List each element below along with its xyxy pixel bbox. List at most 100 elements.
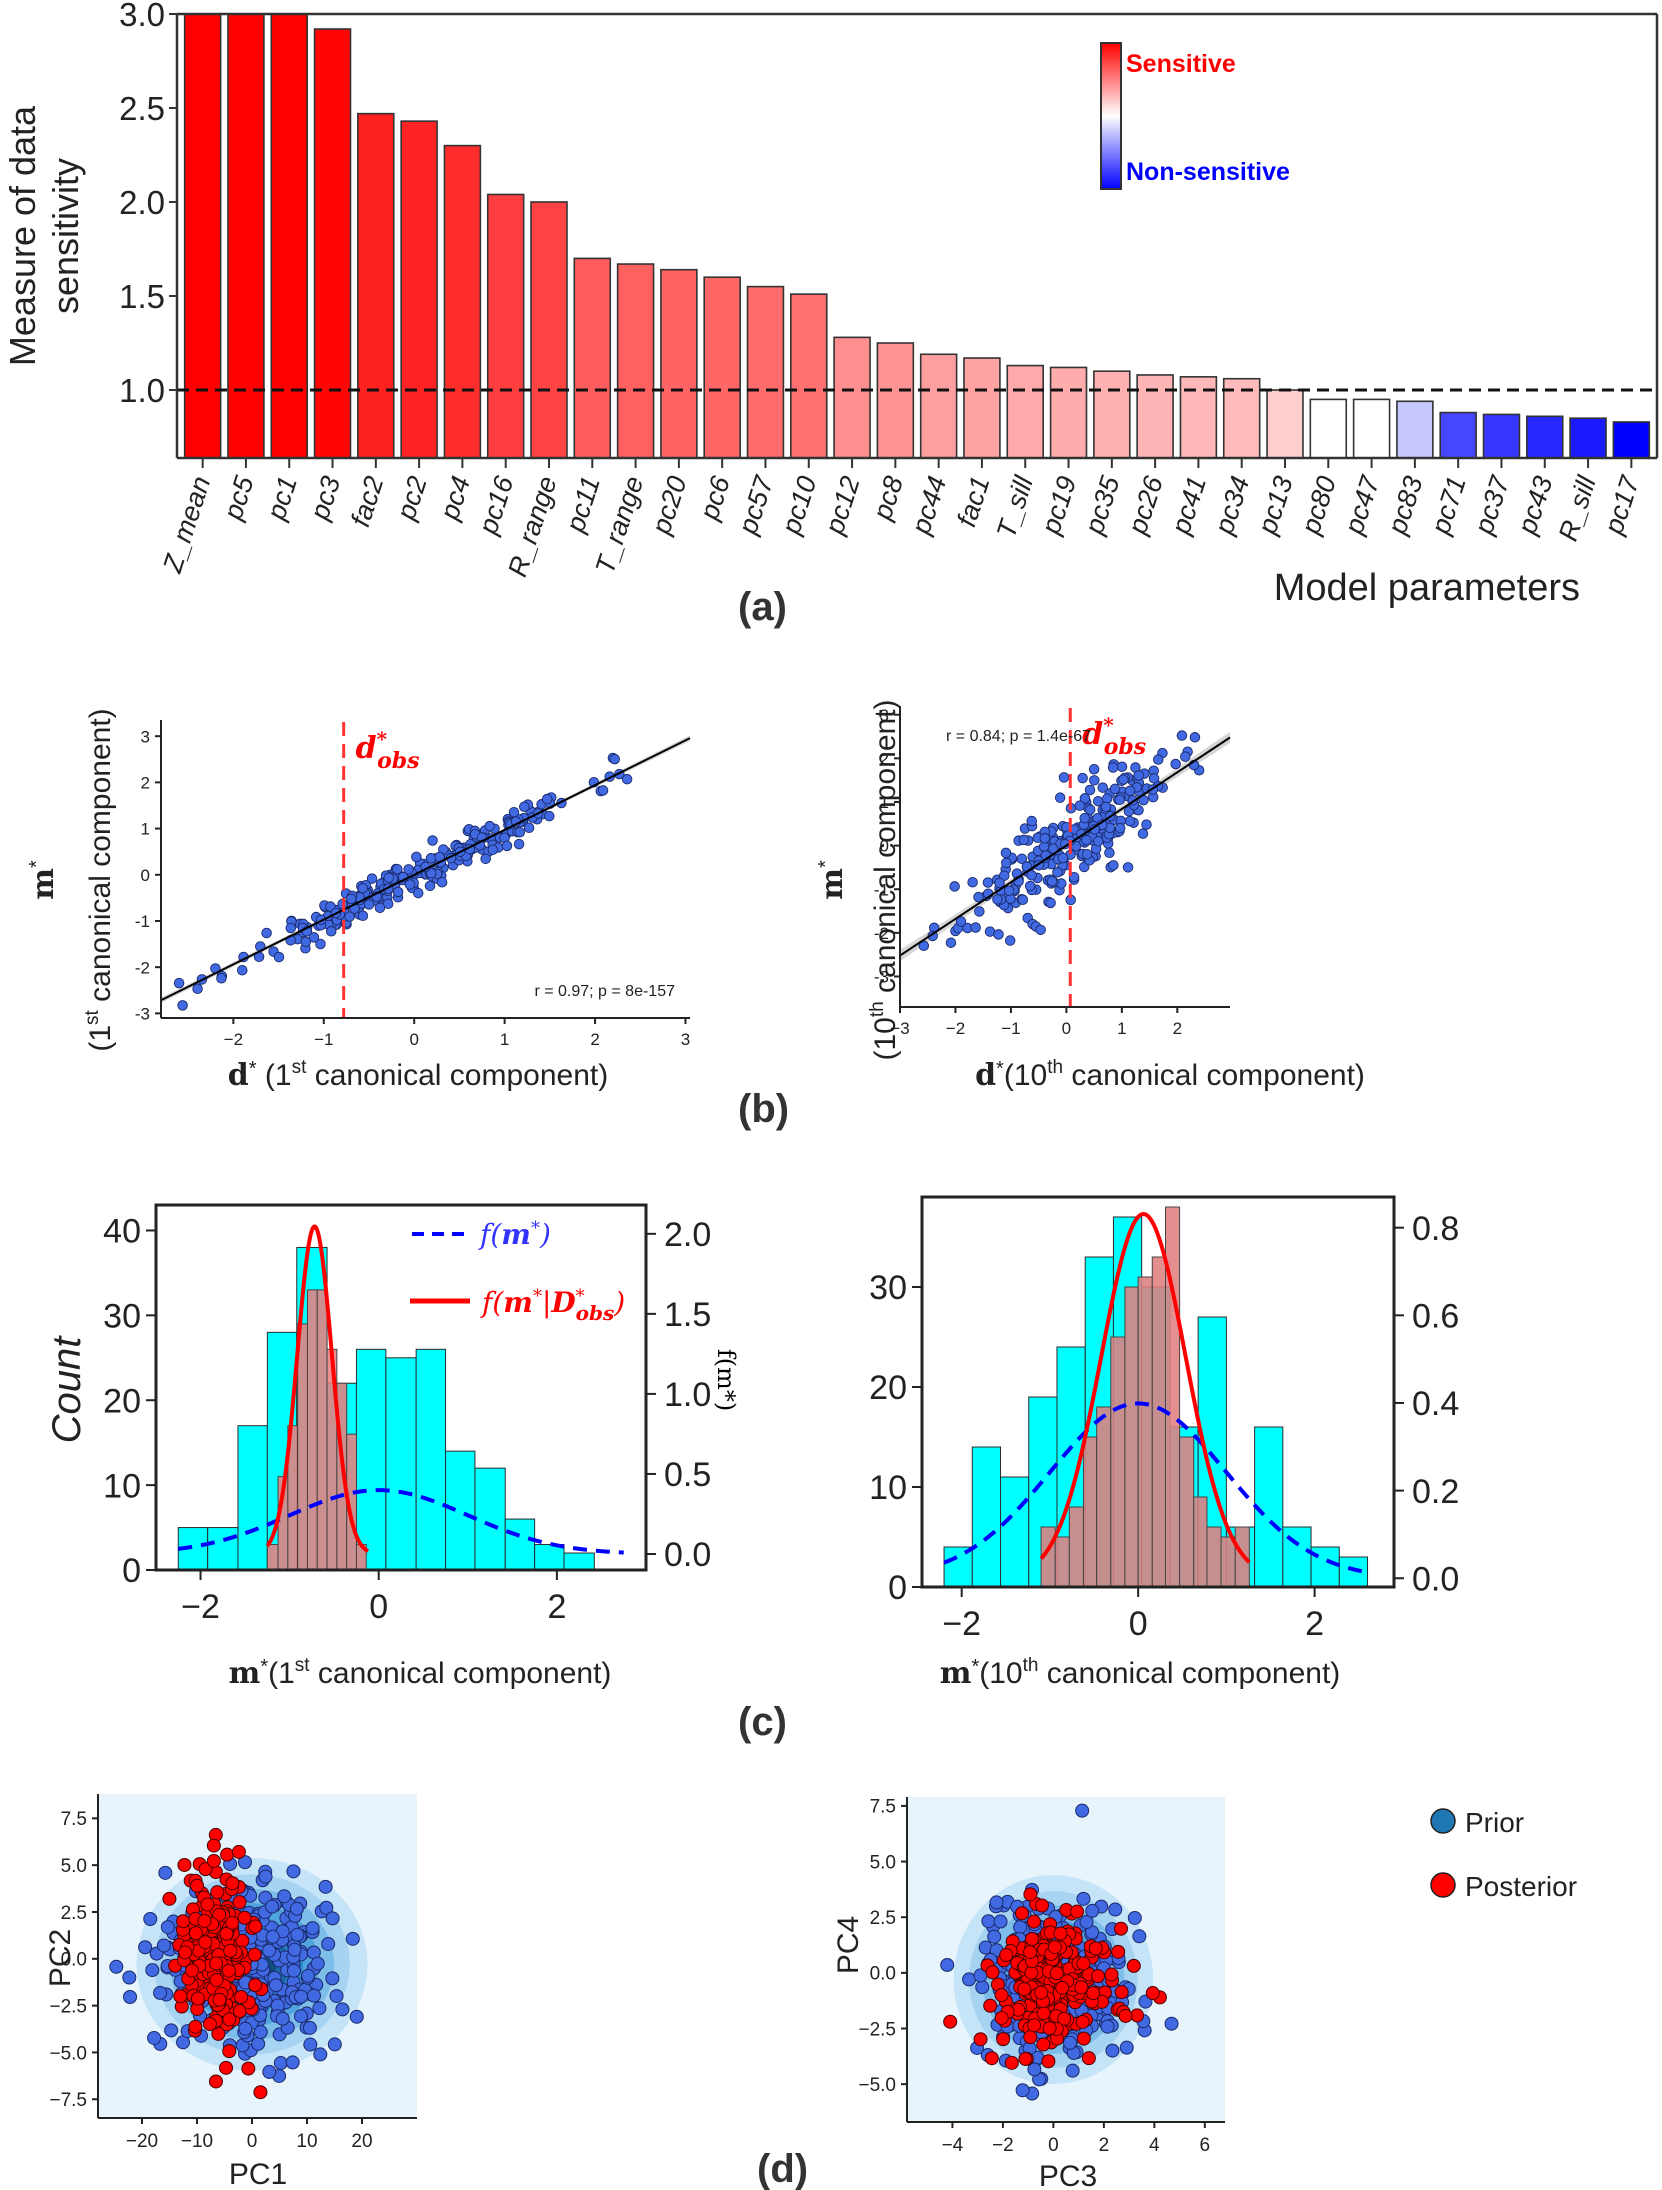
x-tick-label-pc5: pc5 — [217, 472, 260, 525]
prior-point — [1105, 2043, 1120, 2058]
data-point — [392, 886, 404, 898]
prior-point — [287, 1942, 302, 1957]
x-tick-label: 3 — [681, 1030, 690, 1049]
posterior-point — [206, 1838, 221, 1853]
data-point — [1133, 770, 1144, 781]
y2-tick-label: 0.5 — [664, 1456, 711, 1494]
data-point — [357, 882, 368, 894]
y-axis-label: Measure of data sensitivity — [2, 105, 86, 366]
posterior-point — [234, 1989, 249, 2004]
prior-pdf-curve — [943, 1401, 1368, 1575]
x-tick-label: 2 — [1099, 2135, 1110, 2156]
y-tick-label: -1 — [874, 880, 889, 899]
prior-hist-bin — [943, 1546, 973, 1588]
prior-point — [302, 2020, 317, 2035]
data-point — [1176, 730, 1188, 741]
y-tick-label: 0 — [141, 866, 150, 885]
pc1-pc2-scatter: −20 −10 0 10 20−7.5−5.0−2.50.02.55.07.5 PC1 … — [44, 1794, 417, 2190]
data-point — [945, 937, 957, 948]
bar-pc57 — [746, 285, 785, 459]
y-tick-label: 0 — [888, 1569, 907, 1607]
posterior-point — [996, 2032, 1011, 2047]
data-point — [544, 810, 555, 822]
posterior-point — [208, 2074, 223, 2089]
bar-pc20 — [660, 268, 698, 459]
posterior-point — [241, 2061, 256, 2076]
x-tick-label: 2 — [1173, 1019, 1182, 1038]
data-point — [487, 844, 499, 856]
x-tick-label-pc57: pc57 — [732, 472, 779, 539]
posterior-point — [1053, 1926, 1068, 1941]
data-point — [1045, 897, 1056, 909]
prior-point — [238, 1855, 253, 1870]
prior-point — [160, 1920, 175, 1935]
x-tick-label: 2 — [547, 1588, 566, 1626]
prior-point — [147, 2030, 162, 2045]
posterior-point — [221, 1963, 236, 1978]
x-tick-label: 2 — [1305, 1605, 1324, 1643]
posterior-hist-bin — [1096, 1406, 1112, 1588]
posterior-point — [188, 2019, 203, 2034]
posterior-point — [223, 1943, 238, 1958]
posterior-point — [178, 1945, 193, 1960]
posterior-point — [1113, 1921, 1128, 1936]
y-tick-label: 0.0 — [870, 1964, 896, 1985]
posterior-point — [1023, 1887, 1038, 1902]
data-point — [1017, 894, 1029, 905]
x-tick-label: 10 — [296, 2131, 317, 2152]
data-point — [1189, 732, 1201, 743]
data-point — [173, 977, 185, 989]
prior-point — [1079, 1914, 1094, 1929]
prior-point — [273, 2056, 288, 2071]
scatter-first-component: −2 −1 0 1 2 3 -3 -2 -1 0 1 2 3 d* obs r = 0.97; p = 8… — [26, 708, 691, 1093]
x-tick-label-pc34: pc34 — [1208, 473, 1255, 539]
posterior-point — [185, 1963, 200, 1978]
posterior-hist-bin — [1124, 1286, 1139, 1588]
data-point — [982, 877, 994, 888]
prior-point — [109, 1959, 124, 1974]
posterior-point — [1024, 1932, 1039, 1947]
data-point — [374, 902, 386, 914]
legend-prior-label: f(m*) — [478, 1218, 551, 1251]
data-point — [484, 820, 495, 832]
y-tick-label: 7.5 — [870, 1797, 896, 1818]
x-tick-label-pc80: pc80 — [1295, 473, 1342, 539]
legend-posterior-label: f(m*|D* obs) — [480, 1286, 625, 1325]
x-tick-label-pc19: pc19 — [1035, 473, 1082, 539]
posterior-point — [1036, 2006, 1051, 2021]
posterior-point — [999, 1948, 1014, 1963]
data-point — [192, 983, 203, 995]
x-tick-label: 0 — [409, 1030, 418, 1049]
data-point — [404, 879, 416, 890]
y-tick-label: 5.0 — [61, 1856, 87, 1877]
correlation-annotation: r = 0.97; p = 8e-157 — [534, 983, 675, 1000]
x-tick-label-pc1: pc1 — [261, 473, 303, 525]
posterior-hist-bin — [1137, 1276, 1153, 1588]
prior-point — [294, 1989, 309, 2004]
x-tick-label-pc3: pc3 — [304, 473, 346, 525]
data-point — [1153, 754, 1164, 765]
x-tick-label: −2 — [224, 1030, 243, 1049]
data-point — [366, 873, 378, 884]
data-point — [1093, 836, 1104, 847]
posterior-point — [253, 2085, 268, 2100]
posterior-point — [994, 2010, 1009, 2025]
y-tick-label: -2 — [135, 958, 150, 977]
bar-pc37 — [1482, 413, 1521, 459]
data-point — [1092, 795, 1104, 807]
y-tick-label: 0.0 — [61, 1950, 87, 1971]
prior-point — [987, 1929, 1002, 1944]
posterior-point — [985, 1965, 1000, 1980]
posterior-hist-bin — [1068, 1506, 1084, 1588]
data-point — [403, 864, 414, 875]
prior-hist-bin — [355, 1348, 387, 1571]
prior-point — [321, 1936, 336, 1951]
legend: f(m*) f(m*|D* obs) — [410, 1218, 625, 1325]
prior-point — [123, 1989, 138, 2004]
bar-pc11 — [573, 257, 612, 459]
y-tick-label: 0 — [880, 837, 889, 856]
y-tick-label: −5.0 — [858, 2075, 896, 2096]
x-axis-label: PC3 — [1039, 2160, 1097, 2190]
